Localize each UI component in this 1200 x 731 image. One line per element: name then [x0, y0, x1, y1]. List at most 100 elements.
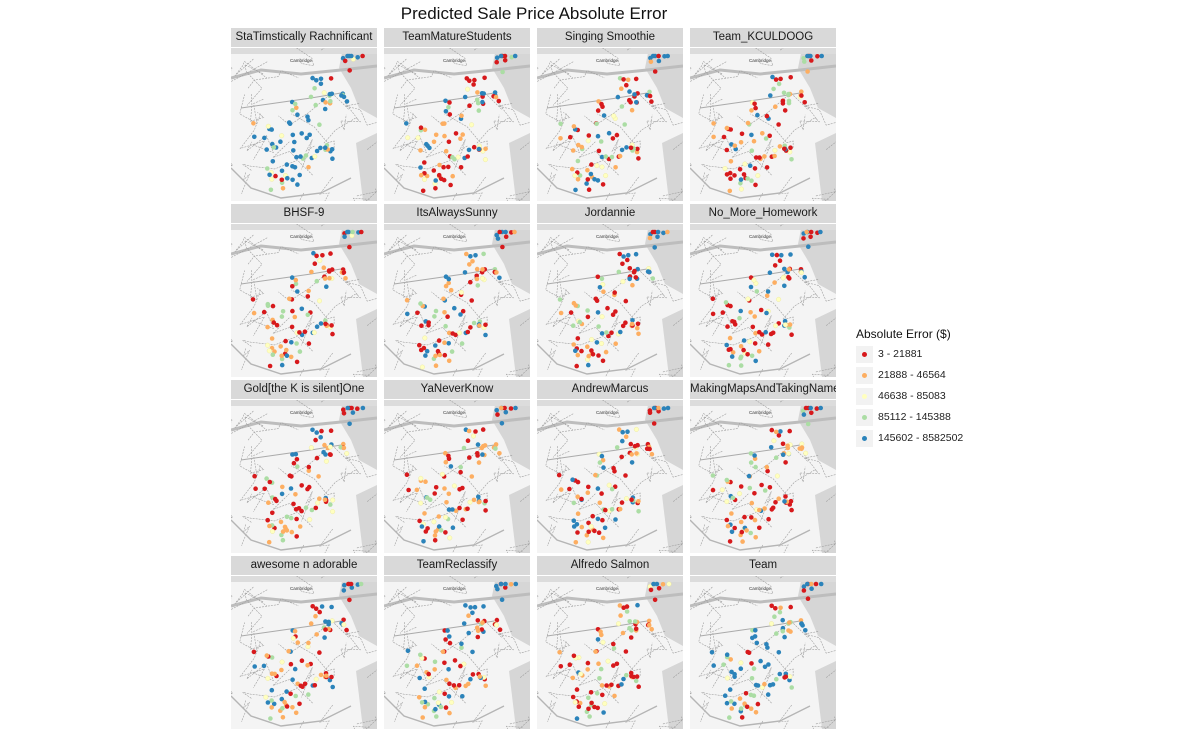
data-point — [305, 486, 310, 492]
data-point — [284, 347, 289, 353]
data-point — [623, 434, 629, 439]
road — [472, 352, 486, 377]
data-point — [347, 68, 352, 73]
data-point — [465, 154, 470, 159]
data-point — [456, 683, 462, 688]
data-point — [600, 517, 605, 523]
river — [231, 64, 377, 80]
river — [231, 416, 377, 432]
facet-panel: BHSF-9 Cambridge — [231, 204, 377, 377]
data-point — [292, 629, 298, 634]
data-point — [288, 691, 293, 697]
water-area — [645, 576, 683, 646]
data-point — [747, 163, 753, 168]
data-point — [297, 330, 302, 335]
facet-title: YaNeverKnow — [384, 380, 530, 399]
data-point — [731, 319, 737, 325]
road — [584, 620, 655, 654]
road — [607, 139, 621, 170]
data-point — [808, 229, 814, 235]
data-point — [471, 82, 476, 87]
data-point — [508, 406, 514, 411]
legend-key — [856, 409, 873, 426]
data-point — [799, 93, 804, 98]
road — [431, 92, 502, 126]
road — [662, 543, 683, 553]
data-point — [651, 421, 657, 426]
data-point — [414, 663, 420, 668]
data-point — [270, 303, 276, 309]
data-point — [450, 173, 455, 179]
data-point — [503, 229, 508, 235]
data-point — [785, 443, 790, 449]
data-point — [307, 132, 312, 138]
road — [578, 493, 619, 528]
data-point — [782, 108, 788, 113]
road — [231, 343, 352, 375]
data-point — [805, 581, 810, 587]
data-point — [598, 666, 604, 672]
road — [278, 92, 349, 126]
road — [537, 695, 658, 727]
data-point — [724, 147, 730, 153]
data-point — [448, 287, 454, 293]
road — [272, 141, 313, 176]
road — [278, 444, 349, 478]
data-point — [571, 524, 577, 529]
data-point — [729, 511, 734, 516]
data-point — [787, 620, 792, 625]
road — [403, 270, 418, 298]
data-point — [802, 100, 807, 105]
data-point — [266, 348, 272, 354]
data-point — [293, 492, 298, 497]
data-point — [459, 341, 465, 346]
data-point — [619, 147, 625, 153]
data-point — [728, 159, 734, 164]
legend-swatch — [862, 436, 867, 441]
data-point — [341, 588, 347, 593]
data-point — [772, 153, 777, 159]
data-point — [808, 405, 813, 411]
water-area — [662, 133, 683, 201]
data-point — [303, 153, 309, 158]
data-point — [772, 280, 777, 285]
data-point — [329, 604, 334, 610]
road — [352, 373, 370, 377]
data-point — [585, 314, 591, 320]
road — [392, 113, 419, 160]
road — [241, 348, 250, 370]
road — [602, 224, 621, 243]
road — [394, 700, 403, 722]
data-point — [475, 283, 481, 288]
data-point — [423, 479, 428, 484]
data-point — [446, 164, 451, 170]
data-point — [629, 673, 634, 679]
road — [454, 315, 468, 346]
data-point — [571, 653, 577, 659]
data-point — [624, 82, 629, 88]
data-point — [317, 609, 322, 615]
data-point — [290, 164, 295, 169]
road — [397, 240, 417, 282]
data-point — [349, 53, 354, 59]
data-point — [314, 253, 319, 259]
map-area: Cambridge — [384, 576, 530, 729]
data-point — [265, 301, 271, 307]
data-point — [267, 523, 272, 529]
facet-title: No_More_Homework — [690, 204, 836, 223]
data-point — [574, 716, 580, 721]
data-point — [751, 666, 757, 671]
data-point — [767, 485, 773, 490]
data-point — [278, 519, 284, 525]
data-point — [782, 634, 787, 640]
data-point — [732, 173, 737, 178]
road — [693, 58, 726, 79]
data-point — [787, 674, 793, 680]
road — [658, 373, 676, 377]
data-point — [294, 516, 299, 522]
data-point — [632, 268, 637, 274]
data-point — [323, 619, 328, 624]
data-point — [777, 609, 783, 615]
data-point — [308, 621, 314, 626]
facet-title: awesome n adorable — [231, 556, 377, 575]
